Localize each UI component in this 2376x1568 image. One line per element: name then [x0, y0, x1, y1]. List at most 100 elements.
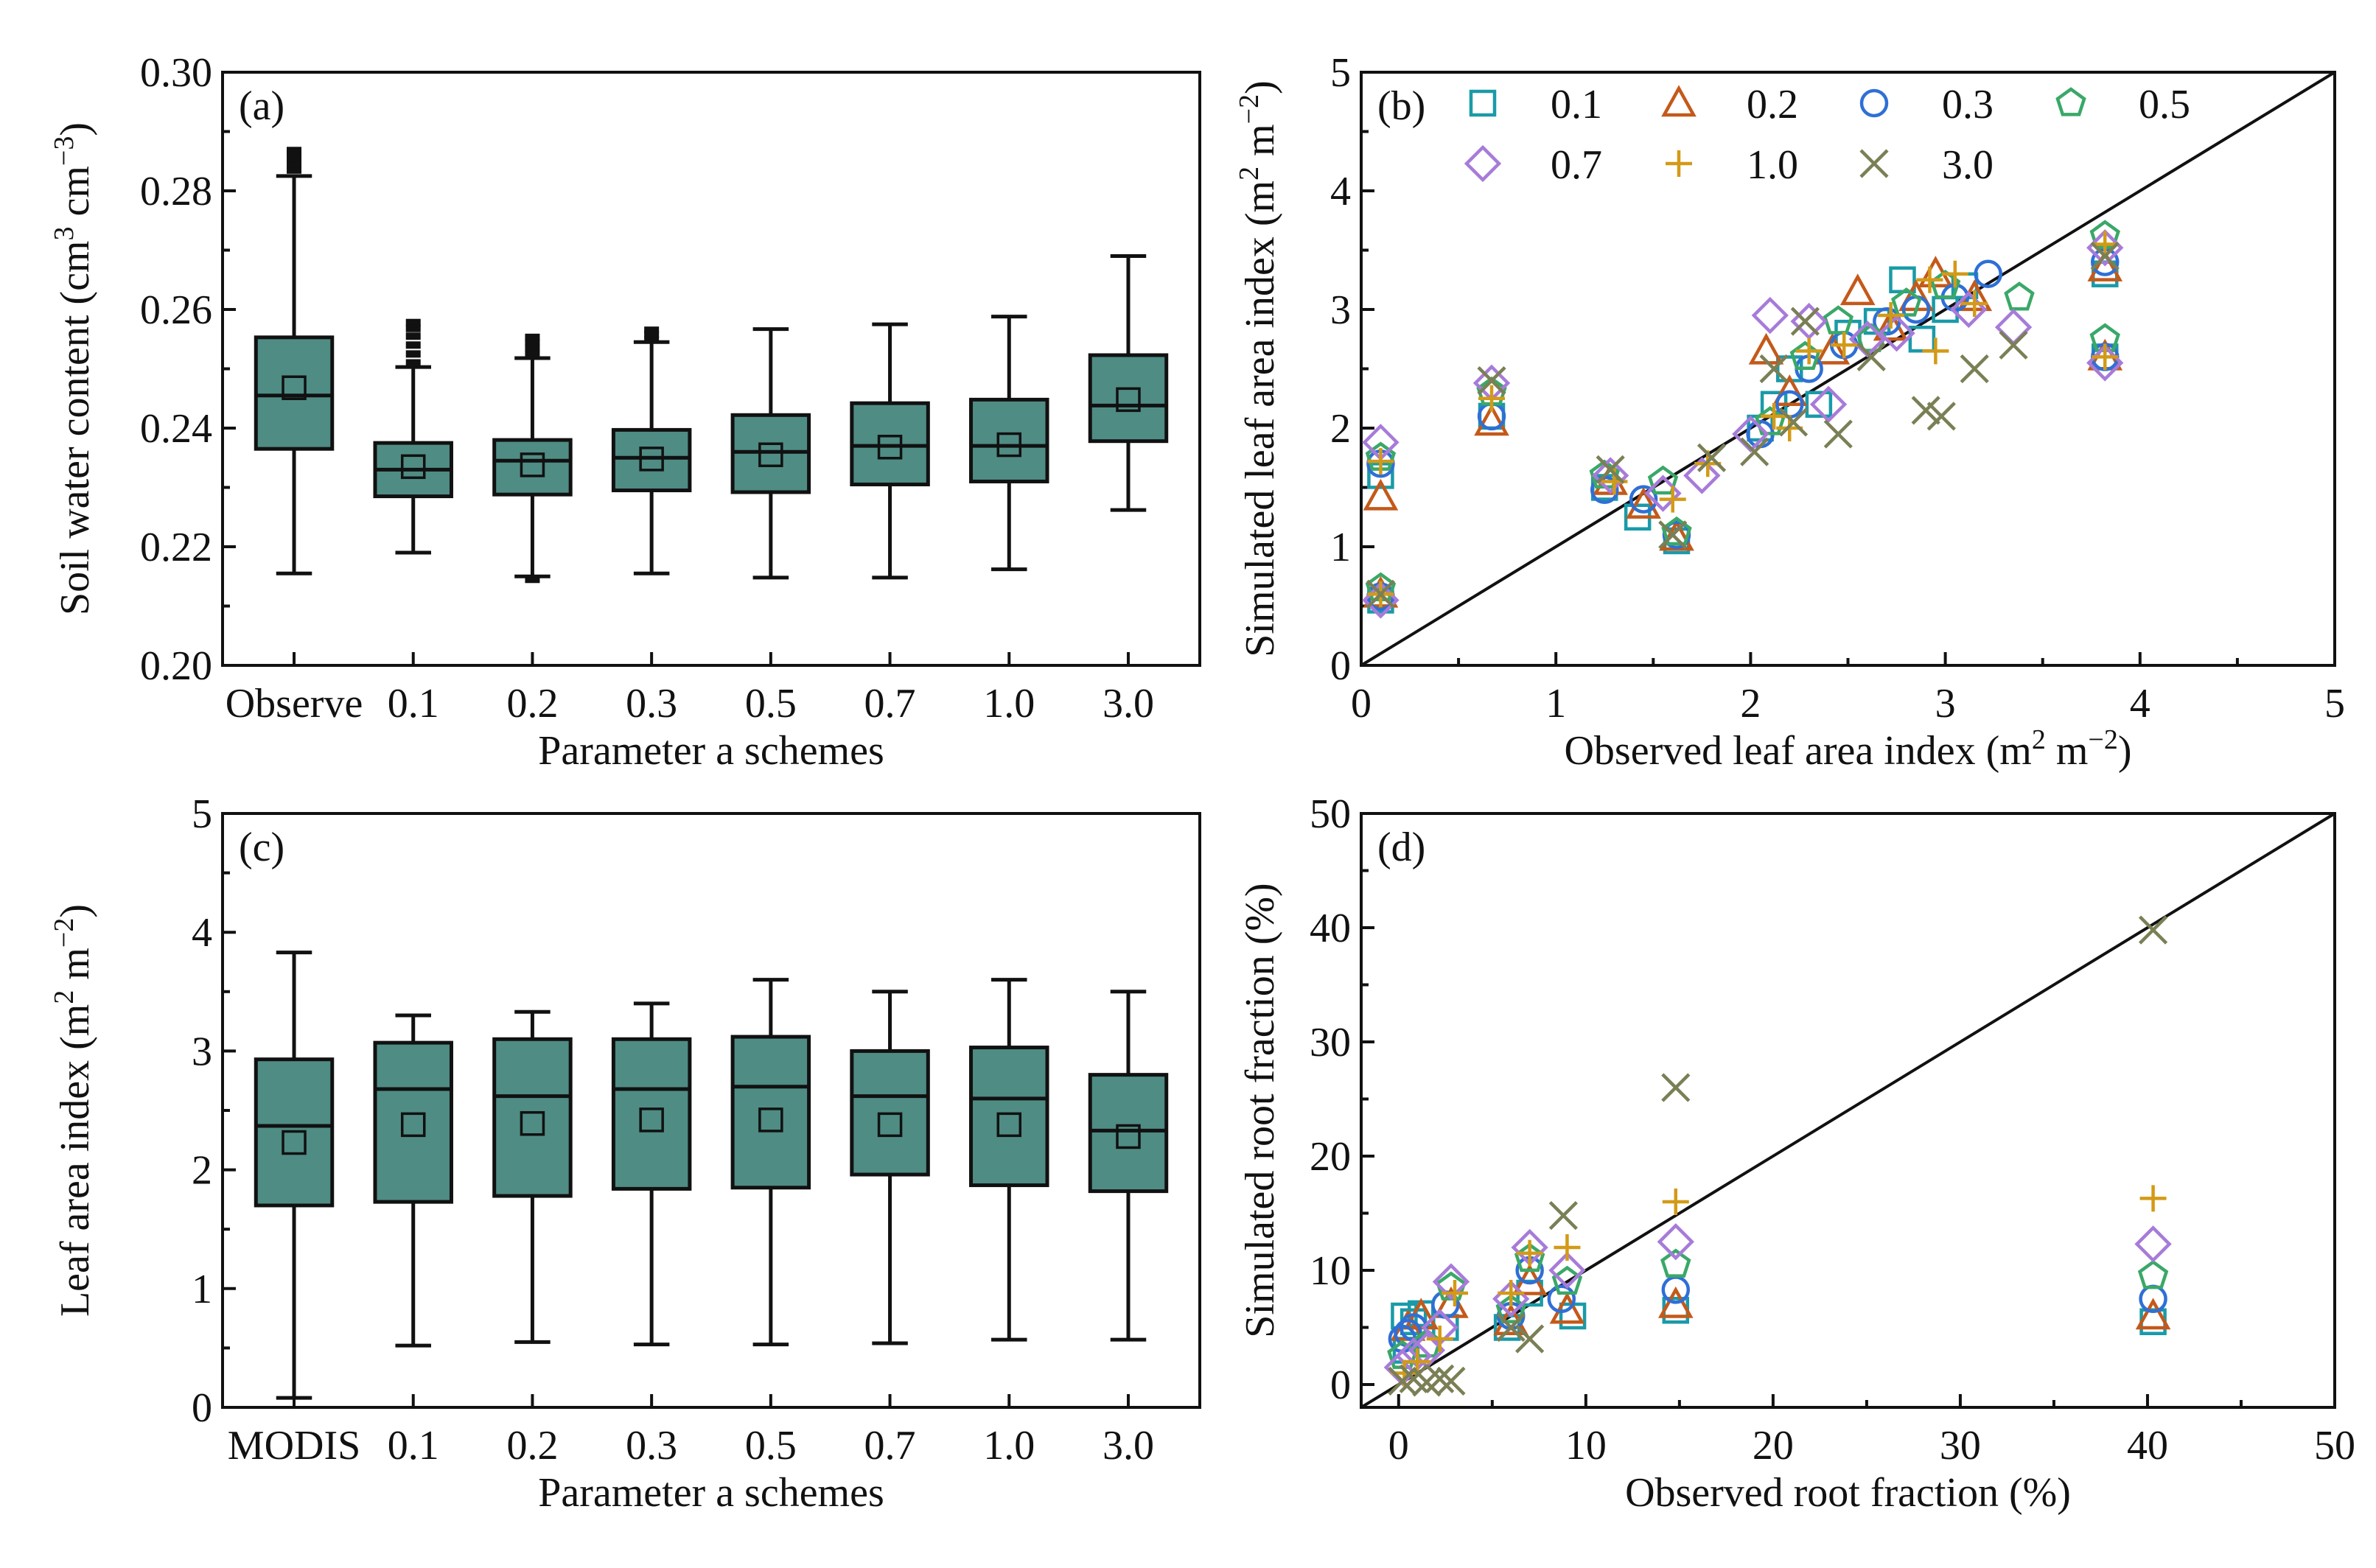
x-tick-label: Observe: [226, 681, 363, 727]
mean-marker: [877, 435, 903, 460]
y-tick-label: 0.26: [140, 287, 212, 333]
box-0.5: [730, 978, 811, 1347]
iqr-box: [254, 335, 335, 451]
data-point: [1772, 374, 1808, 406]
plot-frame: [221, 812, 1201, 1409]
data-point: [1661, 1073, 1691, 1102]
data-point: [1759, 354, 1789, 384]
x-axis-label: Parameter a schemes: [538, 1470, 884, 1516]
x-tick-label: 0.1: [388, 681, 439, 727]
one-to-one-line: [1360, 812, 2336, 1409]
data-point: [1657, 1223, 1694, 1261]
x-axis-label: Observed root fraction (%): [1625, 1470, 2071, 1516]
x-axis-label-part: 2: [2032, 724, 2046, 755]
data-point: [2087, 250, 2123, 281]
mean-marker: [996, 432, 1022, 458]
panel-d-root-fraction-scatter: 0 10 20 30 40 50 (d) Simulated root fraction (%…: [1237, 791, 2355, 1516]
data-point: [1916, 266, 1943, 293]
data-point: [1548, 1251, 1586, 1289]
outlier-point: [287, 147, 302, 155]
box-1.0: [969, 978, 1049, 1342]
panel-label: (c): [239, 825, 284, 870]
iqr-box: [850, 401, 930, 486]
y-tick-label: 0.30: [140, 50, 212, 96]
data-point: [1591, 457, 1629, 494]
y-axis-label-part: Soil water content (cm: [52, 241, 98, 616]
mean-marker: [282, 375, 307, 401]
x-tick-label: 0.3: [626, 1423, 677, 1469]
x-tick-label: 4: [2130, 681, 2150, 727]
data-point: [1697, 443, 1727, 472]
y-tick-label: 1: [1330, 525, 1351, 570]
box-0.1: [373, 318, 453, 555]
y-tick-label: 2: [192, 1148, 212, 1194]
y-tick-label: 50: [1310, 791, 1351, 837]
data-point: [1908, 326, 1936, 353]
data-point: [1657, 1286, 1694, 1318]
data-point: [1477, 366, 1506, 396]
outlier-point: [644, 330, 660, 338]
mean-marker: [758, 1107, 783, 1133]
data-point: [1662, 1189, 1689, 1215]
y-tick-label: 40: [1310, 906, 1351, 951]
box-0.3: [611, 1001, 692, 1347]
x-axis-label-part: −2: [2088, 724, 2117, 755]
series-0.7: [1362, 229, 2124, 619]
data-point: [1878, 315, 1915, 352]
x-tick-label: 3: [1935, 681, 1956, 727]
data-point: [1548, 1201, 1578, 1231]
outlier-point: [405, 341, 421, 349]
y-axis-label-part: m: [52, 948, 98, 990]
series-3.0: [1388, 915, 2168, 1397]
data-point: [1367, 448, 1394, 475]
mean-marker: [639, 1107, 664, 1133]
data-point: [2090, 241, 2120, 271]
x-axis-label-part: m: [2046, 728, 2089, 774]
x-tick-label: 30: [1940, 1423, 1981, 1469]
data-point: [2137, 1259, 2169, 1289]
data-point: [1922, 337, 1949, 365]
outlier-point: [287, 166, 302, 174]
data-point: [1805, 391, 1833, 419]
x-axis-label: Parameter a schemes: [538, 728, 884, 774]
data-point: [2139, 1185, 2167, 1212]
data-point: [1926, 402, 1956, 431]
data-point: [1994, 308, 2033, 346]
y-tick-label: 0.22: [140, 525, 212, 570]
x-tick-label: 0.2: [506, 1423, 558, 1469]
panel-label: (b): [1377, 83, 1425, 129]
y-tick-label: 5: [1330, 50, 1351, 96]
data-point: [1425, 1364, 1455, 1393]
y-tick-label: 0: [1330, 1362, 1351, 1408]
x-tick-label: 20: [1753, 1423, 1794, 1469]
data-point: [1554, 1234, 1581, 1261]
data-point: [1877, 302, 1904, 329]
legend-marker-0.7: [1464, 144, 1502, 183]
legend-marker-0.2: [1661, 85, 1697, 117]
y-axis-label-part: ): [52, 122, 98, 136]
box-3.0: [1088, 990, 1169, 1342]
data-point: [1659, 486, 1686, 513]
outlier-point: [405, 332, 421, 340]
data-point: [1515, 1324, 1545, 1354]
iqr-box: [373, 1040, 453, 1204]
legend-marker-0.1: [1469, 89, 1497, 117]
y-axis-label-part: Simulated leaf area index (m: [1237, 181, 1283, 657]
outlier-point: [525, 344, 540, 352]
one-to-one-line: [1360, 71, 2336, 667]
iqr-box: [611, 427, 692, 493]
mean-marker: [400, 1112, 426, 1138]
legend-label-0.1: 0.1: [1551, 82, 1602, 127]
outlier-point: [287, 160, 302, 168]
iqr-box: [611, 1037, 692, 1191]
legend-label-1.0: 1.0: [1747, 142, 1798, 188]
data-point: [1474, 404, 1509, 436]
x-tick-label: 0.7: [864, 681, 916, 727]
outlier-point: [405, 324, 421, 332]
mean-marker: [520, 452, 545, 477]
data-point: [1751, 296, 1789, 335]
box-0.2: [492, 1009, 573, 1344]
